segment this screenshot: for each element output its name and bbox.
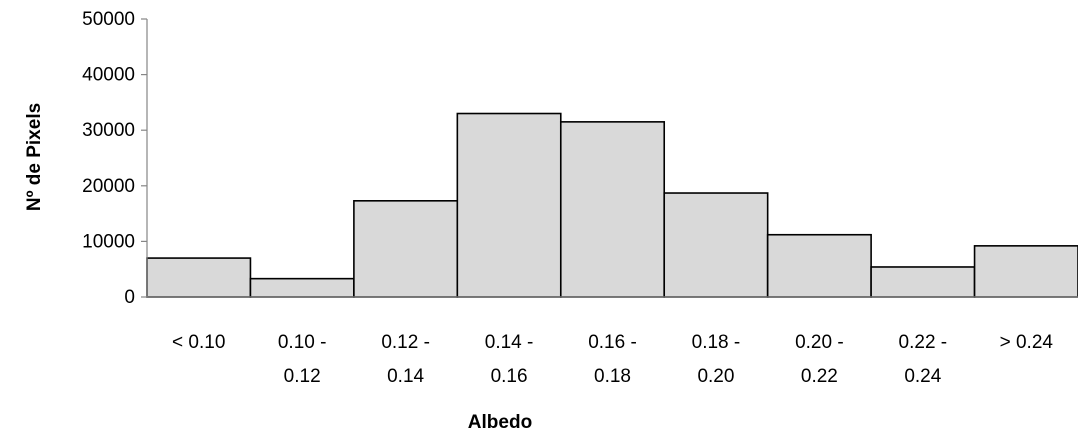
x-tick-label-8: > 0.24 — [1000, 332, 1054, 353]
x-tick-label-2: 0.12 -0.14 — [381, 332, 430, 387]
bar-8 — [973, 245, 1078, 298]
bar-1 — [249, 277, 355, 298]
x-tick-labels: < 0.10 0.10 -0.12 0.12 -0.14 0.14 -0.16 0.16… — [172, 332, 1053, 387]
bar-3 — [456, 112, 562, 298]
y-tick-label-1: 10000 — [82, 231, 135, 252]
x-tick-label-0: < 0.10 — [172, 332, 225, 353]
x-tick-label-3: 0.14 -0.16 — [485, 332, 534, 387]
axes-group — [141, 18, 1078, 298]
bar-2 — [353, 200, 459, 298]
bar-6 — [766, 233, 872, 298]
bars-group — [146, 112, 1078, 298]
x-axis-title: Albedo — [468, 412, 532, 433]
x-tick-label-6: 0.20 -0.22 — [795, 332, 844, 387]
x-tick-label-7: 0.22 -0.24 — [899, 332, 948, 387]
y-tick-label-5: 50000 — [82, 9, 135, 30]
bar-7 — [870, 266, 976, 298]
y-tick-label-0: 0 — [124, 287, 135, 308]
bar-0 — [146, 257, 252, 298]
x-tick-label-4: 0.16 -0.18 — [588, 332, 637, 387]
bar-5 — [663, 192, 769, 298]
x-tick-label-5: 0.18 -0.20 — [692, 332, 741, 387]
y-tick-label-3: 30000 — [82, 120, 135, 141]
x-tick-label-1: 0.10 -0.12 — [278, 332, 327, 387]
y-tick-labels: 0 10000 20000 30000 40000 50000 — [82, 9, 135, 308]
bar-4 — [559, 121, 666, 298]
y-tick-label-2: 20000 — [82, 176, 135, 197]
y-axis-title: Nº de Pixels — [24, 103, 45, 211]
y-tick-label-4: 40000 — [82, 65, 135, 86]
